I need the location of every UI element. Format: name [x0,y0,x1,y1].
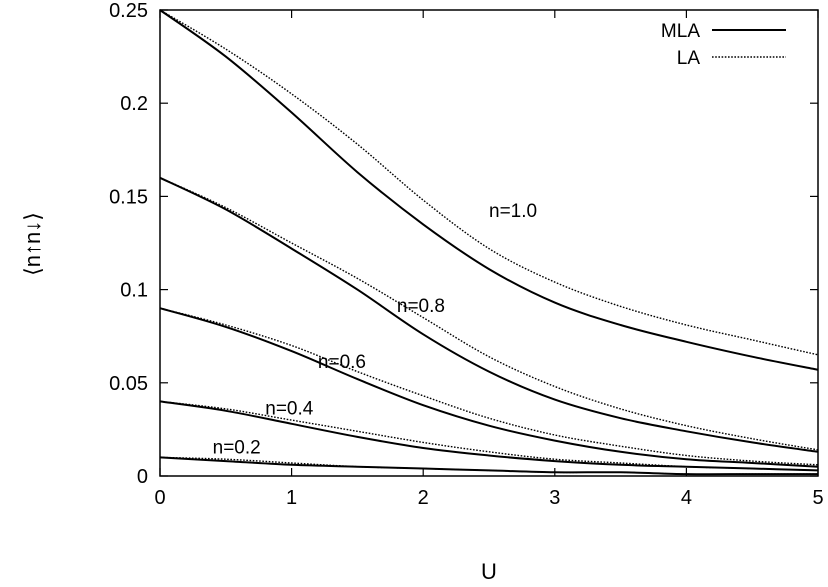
y-tick-label: 0.1 [120,280,148,302]
curve-annotation: n=1.0 [489,201,537,222]
mla-curve-2 [159,176,819,453]
la-curve-1 [159,9,819,356]
plot-curves [159,9,819,476]
la-curve-3 [159,177,819,451]
legend-label-la: LA [677,48,701,69]
x-tick-label: 5 [812,487,823,509]
x-tick-label: 3 [549,487,560,509]
x-tick-label: 0 [154,487,165,509]
mla-curve-8 [159,456,818,476]
mla-curve-4 [159,307,819,468]
plot-frame [159,9,819,477]
curve-annotations: n=1.0 n=0.8 n=0.6 n=0.4n=0.2 [213,201,537,459]
x-tick-label: 2 [418,487,429,509]
la-curve-5 [159,307,819,466]
y-tick-label: 0.25 [109,0,148,22]
x-axis-label: U [481,559,497,584]
y-tick-label: 0.2 [120,93,148,115]
curve-annotation: n=0.4 [265,398,314,419]
x-tick-label: 1 [286,487,297,509]
curve-annotation: n=0.6 [318,352,366,373]
y-tick-label: 0.15 [109,186,148,208]
x-tick-label: 4 [681,487,692,509]
la-curve-9 [159,456,818,475]
legend: MLA LA [661,21,786,69]
y-axis-label: ⟨n↑n↓⟩ [20,212,45,276]
mla-curve-0 [159,9,819,371]
curve-annotation: n=0.8 [397,296,445,317]
legend-label-mla: MLA [661,21,700,42]
mla-curve-6 [159,400,819,472]
y-tick-label: 0.05 [109,373,148,395]
la-curve-7 [159,400,819,472]
y-tick-label: 0 [137,466,148,488]
curve-annotation: n=0.2 [213,438,261,459]
